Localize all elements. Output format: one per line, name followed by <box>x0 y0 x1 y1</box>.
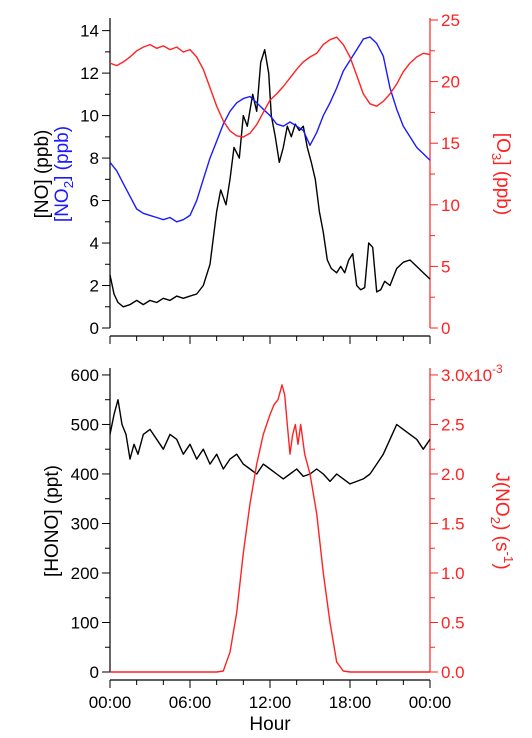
x-tick-label: 18:00 <box>329 693 372 712</box>
series-line-no <box>109 49 431 308</box>
left-tick-label: 0 <box>90 319 99 338</box>
left-tick-label: 6 <box>90 192 99 211</box>
left-tick-label: 300 <box>71 514 99 533</box>
right-tick-label: 1.5 <box>441 514 465 533</box>
right-tick-label: 20 <box>441 73 460 92</box>
left-tick-label: 400 <box>71 465 99 484</box>
left-tick-label: 2 <box>90 277 99 296</box>
left-tick-label: 600 <box>71 366 99 385</box>
left-tick-label: 200 <box>71 564 99 583</box>
left-tick-label: 0 <box>90 663 99 682</box>
series-line-no2 <box>109 36 431 223</box>
right-tick-label: 10 <box>441 196 460 215</box>
right-tick-label: 2.5 <box>441 415 465 434</box>
left-axis-title-1: [NO] (ppb) <box>32 130 53 219</box>
x-tick-label: 12:00 <box>249 693 292 712</box>
left-tick-label: 500 <box>71 415 99 434</box>
right-tick-label: 5 <box>441 257 450 276</box>
right-tick-label: 0.5 <box>441 613 465 632</box>
x-tick-label: 00:00 <box>409 693 452 712</box>
left-axis-title-2: [NO2] (ppb) <box>52 126 76 222</box>
right-tick-label: 25 <box>441 11 460 30</box>
series-line-o3 <box>109 36 431 138</box>
right-tick-label: 2.0 <box>441 465 465 484</box>
x-tick-label: 00:00 <box>89 693 132 712</box>
left-tick-label: 4 <box>90 234 99 253</box>
right-tick-label: 1.0 <box>441 564 465 583</box>
left-axis-title: [HONO] (ppt) <box>42 465 63 577</box>
right-tick-label: 15 <box>441 134 460 153</box>
right-tick-label: 0 <box>441 319 450 338</box>
x-axis-title: Hour <box>249 714 291 735</box>
left-tick-label: 12 <box>80 64 99 83</box>
left-tick-label: 8 <box>90 149 99 168</box>
left-tick-label: 100 <box>71 613 99 632</box>
right-tick-label: 3.0x10-3 <box>441 362 503 385</box>
series-line-hono <box>109 399 431 485</box>
right-axis-title: [O3] (ppb) <box>489 133 513 215</box>
right-axis-title: J(NO2) (s-1) <box>488 472 516 569</box>
right-tick-label: 0.0 <box>441 663 465 682</box>
left-tick-label: 10 <box>80 107 99 126</box>
x-tick-label: 06:00 <box>169 693 212 712</box>
series-line-jno2 <box>110 384 430 673</box>
bottom-panel: 00:00 06:00 12:00 18:00 00:00 Hour 0 100 200 300 4… <box>42 362 516 735</box>
top-panel: 0 2 4 6 8 10 12 14 0 5 10 15 20 25 [NO] (ppb) [NO2] (pp… <box>32 11 513 344</box>
left-tick-label: 14 <box>80 22 99 41</box>
